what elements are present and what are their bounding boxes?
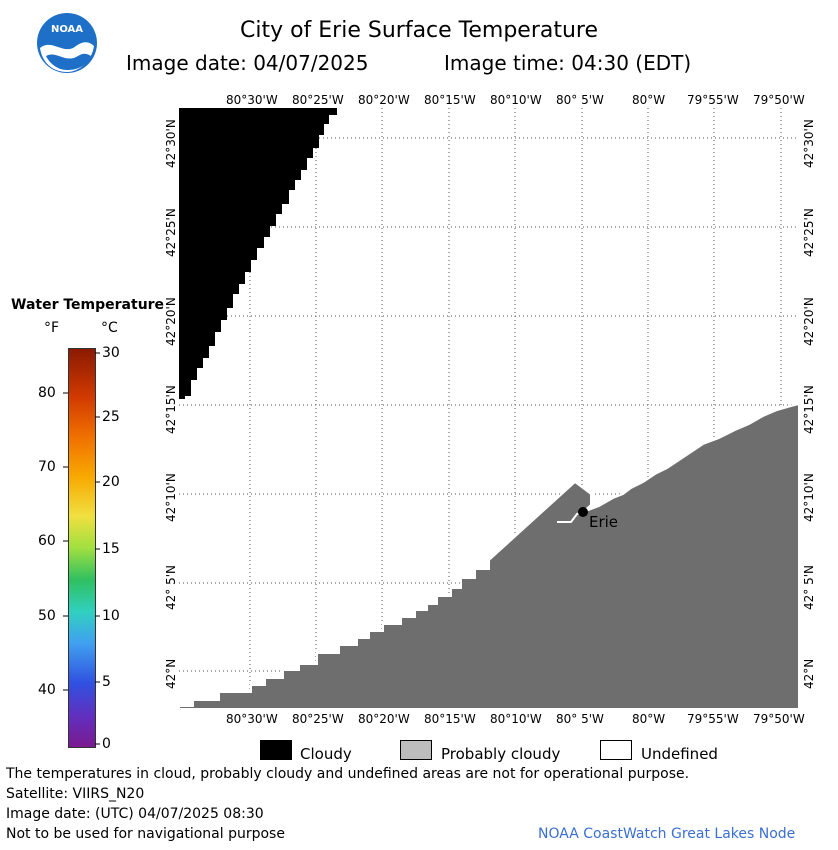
lon-label-top: 80°25'W (292, 93, 344, 107)
colorbar-f-tick: 70 (38, 459, 56, 475)
footer-disclaimer: The temperatures in cloud, probably clou… (6, 766, 690, 782)
legend-swatch-probably-cloudy (400, 740, 432, 760)
colorbar-c-tick: 15 (102, 541, 120, 557)
colorbar-c-tick: 10 (102, 608, 120, 624)
lat-label-left: 42°N (164, 658, 178, 689)
lon-label-top: 80°W (632, 93, 666, 107)
lon-label-top: 79°50'W (753, 93, 805, 107)
lat-label-right: 42° 5'N (802, 565, 816, 610)
map-panel: Erie (178, 108, 800, 710)
image-time: Image time: 04:30 (EDT) (444, 51, 692, 75)
colorbar (68, 348, 96, 748)
footer-image-date-utc: Image date: (UTC) 04/07/2025 08:30 (6, 806, 264, 822)
colorbar-unit-f: °F (44, 320, 60, 336)
lat-label-left: 42°30'N (164, 119, 178, 168)
lat-label-right: 42°30'N (802, 119, 816, 168)
legend-swatch-cloudy (260, 740, 292, 760)
lon-label-bottom: 80°25'W (292, 712, 344, 726)
colorbar-f-tick: 50 (38, 608, 56, 624)
lon-label-bottom: 80°15'W (424, 712, 476, 726)
colorbar-f-tick: 80 (38, 385, 56, 401)
legend-label-undefined: Undefined (641, 745, 718, 763)
colorbar-f-tick: 60 (38, 533, 56, 549)
legend-label-probably-cloudy: Probably cloudy (441, 745, 561, 763)
colorbar-ticks (63, 352, 100, 745)
lat-label-left: 42°25'N (164, 208, 178, 257)
footer-nav-warning: Not to be used for navigational purpose (6, 826, 285, 842)
footer-satellite: Satellite: VIIRS_N20 (6, 786, 145, 802)
lat-label-left: 42°15'N (164, 385, 178, 434)
legend-swatch-undefined (600, 740, 632, 760)
lon-label-top: 79°55'W (687, 93, 739, 107)
lon-label-top: 80° 5'W (556, 93, 604, 107)
lat-label-left: 42° 5'N (164, 565, 178, 610)
lat-label-right: 42°15'N (802, 385, 816, 434)
noaa-logo: NOAA (36, 12, 98, 74)
lon-label-bottom: 79°55'W (687, 712, 739, 726)
colorbar-f-tick: 40 (38, 682, 56, 698)
lat-label-left: 42°20'N (164, 297, 178, 346)
erie-city-label: Erie (589, 513, 619, 531)
legend-label-cloudy: Cloudy (300, 745, 352, 763)
colorbar-c-tick: 5 (102, 674, 111, 690)
lat-label-right: 42°10'N (802, 473, 816, 522)
lon-label-bottom: 80°10'W (490, 712, 542, 726)
lon-label-top: 80°20'W (358, 93, 410, 107)
cloudy-region (179, 108, 337, 399)
colorbar-unit-c: °C (101, 320, 118, 336)
lat-label-left: 42°10'N (164, 473, 178, 522)
lon-label-top: 80°15'W (424, 93, 476, 107)
lat-label-right: 42°N (802, 658, 816, 689)
colorbar-c-tick: 0 (102, 736, 111, 752)
map-canvas (178, 108, 800, 710)
lon-label-top: 80°10'W (490, 93, 542, 107)
page-title: City of Erie Surface Temperature (239, 18, 599, 43)
lon-label-bottom: 80°W (632, 712, 666, 726)
colorbar-title: Water Temperature (11, 297, 165, 313)
image-date: Image date: 04/07/2025 (126, 51, 369, 75)
land-region (178, 402, 800, 710)
lon-label-bottom: 79°50'W (753, 712, 805, 726)
footer-credit: NOAA CoastWatch Great Lakes Node (538, 826, 796, 842)
lon-label-top: 80°30'W (226, 93, 278, 107)
colorbar-c-tick: 30 (102, 345, 120, 361)
lon-label-bottom: 80° 5'W (556, 712, 604, 726)
colorbar-c-tick: 20 (102, 474, 120, 490)
erie-city-marker (578, 507, 588, 517)
noaa-logo-text: NOAA (50, 24, 84, 35)
colorbar-c-tick: 25 (102, 409, 120, 425)
lat-label-right: 42°25'N (802, 208, 816, 257)
lon-label-bottom: 80°30'W (226, 712, 278, 726)
lat-label-right: 42°20'N (802, 297, 816, 346)
lon-label-bottom: 80°20'W (358, 712, 410, 726)
